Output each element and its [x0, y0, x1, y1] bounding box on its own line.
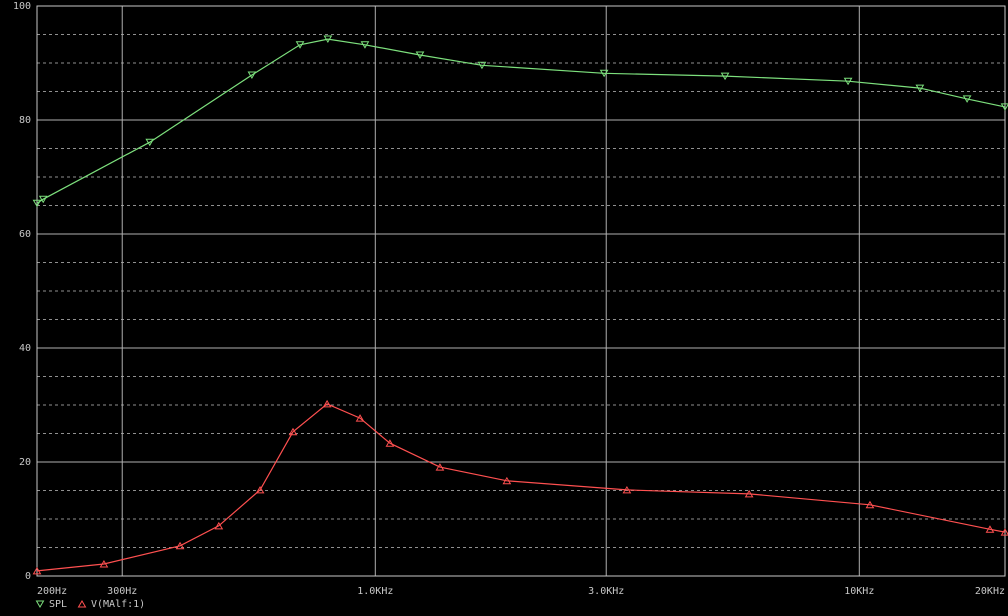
y-tick-label: 40: [19, 343, 31, 354]
marker: [720, 72, 730, 81]
marker: [247, 71, 257, 79]
series-line: [36, 38, 1006, 204]
marker: [295, 41, 305, 49]
y-tick-label: 0: [25, 571, 31, 582]
y-tick-label: 100: [13, 1, 31, 12]
plot-border: [36, 5, 1006, 577]
legend-symbol: [35, 600, 45, 608]
marker: [385, 439, 395, 447]
marker: [360, 41, 370, 49]
marker: [415, 51, 425, 60]
marker: [435, 463, 445, 471]
marker: [744, 489, 754, 498]
x-tick-label: 10KHz: [844, 586, 874, 597]
marker: [622, 485, 632, 494]
marker: [214, 521, 224, 530]
marker: [32, 566, 42, 575]
y-tick-label: 80: [19, 115, 31, 126]
marker: [175, 541, 185, 550]
marker: [962, 95, 972, 103]
marker: [145, 138, 155, 147]
legend-label: V(MAlf:1): [91, 599, 145, 610]
x-tick-label: 20KHz: [975, 586, 1005, 597]
marker: [843, 77, 853, 86]
x-tick-label: 300Hz: [107, 586, 137, 597]
x-tick-label: 200Hz: [37, 586, 67, 597]
x-tick-label: 3.0KHz: [588, 586, 624, 597]
marker: [865, 500, 875, 509]
marker: [599, 69, 609, 78]
marker: [288, 427, 298, 436]
marker: [1000, 528, 1008, 536]
marker: [322, 399, 332, 408]
y-tick-label: 20: [19, 457, 31, 468]
marker: [255, 485, 265, 494]
marker: [1000, 103, 1008, 111]
marker: [355, 414, 365, 422]
legend-label: SPL: [49, 599, 67, 610]
marker: [323, 35, 333, 44]
legend-symbol: [77, 600, 87, 608]
y-tick-label: 60: [19, 229, 31, 240]
marker: [32, 199, 42, 208]
marker: [38, 195, 48, 204]
marker: [915, 84, 925, 93]
marker: [985, 525, 995, 533]
x-tick-label: 1.0KHz: [357, 586, 393, 597]
marker: [99, 560, 109, 568]
series-line: [36, 403, 1006, 572]
marker: [477, 61, 487, 70]
marker: [502, 476, 512, 485]
